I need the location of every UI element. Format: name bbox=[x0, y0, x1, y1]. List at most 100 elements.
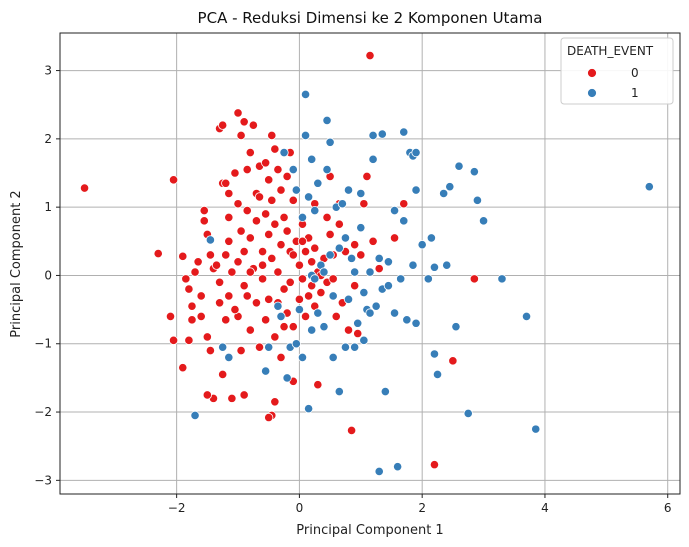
data-point-class-1 bbox=[399, 127, 409, 137]
data-point-class-1 bbox=[377, 129, 387, 139]
data-point-class-0 bbox=[215, 277, 225, 287]
data-point-class-1 bbox=[304, 404, 314, 414]
data-point-class-1 bbox=[411, 185, 421, 195]
data-point-class-1 bbox=[310, 274, 320, 284]
data-point-class-0 bbox=[257, 274, 268, 284]
legend-title: DEATH_EVENT bbox=[567, 44, 654, 58]
data-point-class-0 bbox=[325, 229, 335, 240]
y-tick-label: −2 bbox=[34, 405, 52, 419]
data-point-class-1 bbox=[429, 262, 440, 272]
data-point-class-1 bbox=[451, 322, 461, 332]
data-point-class-1 bbox=[396, 274, 406, 284]
data-point-class-1 bbox=[297, 352, 308, 363]
data-point-class-0 bbox=[276, 240, 286, 250]
data-point-class-0 bbox=[322, 212, 332, 222]
data-point-class-0 bbox=[270, 332, 280, 342]
data-point-class-1 bbox=[291, 339, 301, 349]
y-tick-label: 2 bbox=[44, 132, 52, 146]
data-point-class-0 bbox=[205, 250, 215, 260]
data-point-class-1 bbox=[380, 386, 390, 397]
data-point-class-0 bbox=[233, 108, 243, 118]
data-point-class-0 bbox=[224, 291, 234, 301]
data-point-class-1 bbox=[368, 154, 378, 164]
data-point-class-0 bbox=[316, 287, 326, 298]
data-point-class-1 bbox=[454, 161, 464, 171]
data-point-class-1 bbox=[325, 137, 335, 147]
data-point-class-0 bbox=[356, 250, 366, 260]
data-point-class-0 bbox=[264, 175, 274, 185]
data-point-class-1 bbox=[426, 233, 436, 243]
data-point-class-0 bbox=[242, 164, 252, 175]
x-tick-label: 4 bbox=[541, 501, 549, 515]
data-point-class-1 bbox=[463, 408, 473, 419]
data-point-class-0 bbox=[184, 335, 194, 345]
data-point-class-1 bbox=[224, 352, 234, 363]
data-point-class-0 bbox=[264, 412, 274, 423]
data-point-class-1 bbox=[497, 274, 507, 284]
data-point-class-0 bbox=[221, 315, 231, 325]
data-point-class-1 bbox=[356, 223, 366, 233]
data-point-class-1 bbox=[423, 274, 433, 284]
data-point-class-0 bbox=[285, 277, 295, 287]
data-point-class-1 bbox=[374, 253, 384, 263]
data-point-class-0 bbox=[236, 130, 246, 141]
data-point-class-0 bbox=[245, 325, 255, 335]
data-point-class-0 bbox=[242, 205, 252, 216]
data-point-class-0 bbox=[282, 226, 292, 236]
data-point-class-1 bbox=[417, 240, 427, 250]
data-point-class-0 bbox=[245, 147, 255, 158]
data-point-class-0 bbox=[199, 205, 209, 216]
data-point-class-1 bbox=[521, 311, 532, 322]
x-axis-ticks: −2 0 2 4 6 bbox=[168, 494, 672, 515]
data-point-class-1 bbox=[445, 182, 455, 192]
data-point-class-0 bbox=[334, 219, 344, 229]
data-point-class-1 bbox=[205, 235, 215, 245]
data-point-class-1 bbox=[429, 349, 440, 359]
data-point-class-0 bbox=[328, 274, 338, 284]
data-point-class-1 bbox=[288, 164, 298, 175]
data-point-class-1 bbox=[350, 267, 360, 277]
x-axis-label: Principal Component 1 bbox=[296, 523, 443, 538]
data-point-class-0 bbox=[196, 311, 206, 322]
data-point-class-0 bbox=[224, 188, 234, 199]
data-point-class-0 bbox=[294, 294, 305, 304]
x-tick-label: 0 bbox=[296, 501, 304, 515]
data-point-class-0 bbox=[199, 216, 209, 226]
legend: DEATH_EVENT 0 1 bbox=[560, 37, 674, 105]
data-point-class-0 bbox=[343, 325, 354, 335]
data-point-class-0 bbox=[264, 294, 274, 304]
data-point-class-0 bbox=[218, 120, 228, 130]
data-point-class-1 bbox=[264, 342, 274, 352]
data-point-class-0 bbox=[267, 195, 277, 205]
data-point-class-1 bbox=[310, 205, 320, 216]
data-point-class-0 bbox=[187, 315, 197, 325]
data-point-class-0 bbox=[282, 171, 292, 182]
data-point-class-0 bbox=[469, 274, 479, 284]
data-point-class-1 bbox=[389, 308, 400, 318]
data-point-class-0 bbox=[168, 335, 179, 345]
data-point-class-0 bbox=[248, 120, 258, 130]
y-tick-label: −1 bbox=[34, 337, 52, 351]
data-point-class-0 bbox=[353, 328, 363, 339]
data-point-class-0 bbox=[279, 284, 289, 294]
data-point-class-0 bbox=[233, 257, 243, 267]
data-point-class-0 bbox=[190, 267, 200, 277]
data-point-class-0 bbox=[350, 240, 360, 250]
data-point-class-0 bbox=[187, 301, 197, 311]
data-point-class-0 bbox=[236, 226, 246, 236]
data-point-class-1 bbox=[350, 342, 360, 352]
data-point-class-0 bbox=[270, 144, 280, 154]
data-point-class-0 bbox=[346, 425, 357, 436]
x-tick-label: −2 bbox=[168, 501, 186, 515]
data-point-class-1 bbox=[365, 267, 375, 277]
data-point-class-0 bbox=[257, 260, 268, 270]
data-point-class-0 bbox=[429, 460, 440, 470]
data-point-class-0 bbox=[202, 332, 212, 342]
data-point-class-0 bbox=[448, 356, 458, 366]
x-tick-label: 6 bbox=[664, 501, 672, 515]
data-point-class-0 bbox=[294, 260, 305, 270]
data-point-class-1 bbox=[644, 182, 654, 192]
data-point-class-0 bbox=[359, 199, 369, 209]
data-point-class-0 bbox=[202, 390, 212, 400]
